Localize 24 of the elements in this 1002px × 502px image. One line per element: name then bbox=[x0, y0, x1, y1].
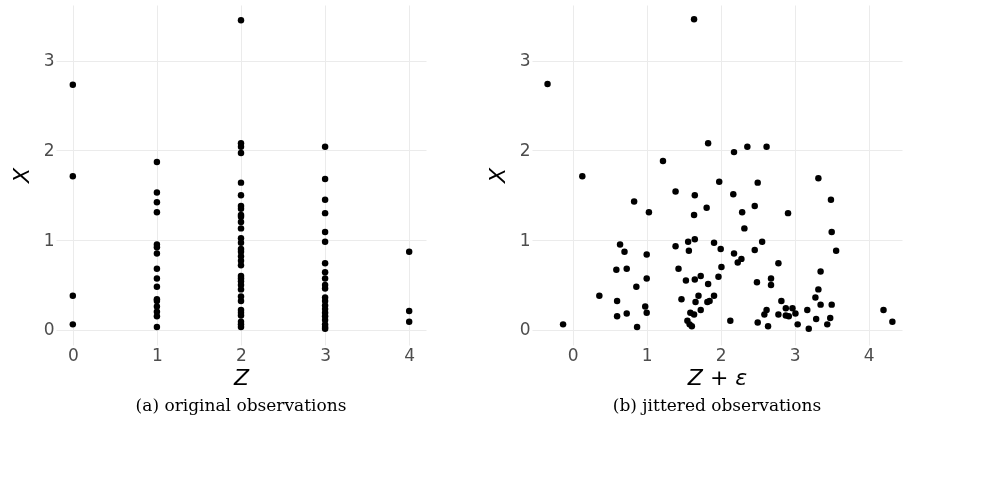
x-axis-title: Z + ε bbox=[686, 364, 748, 390]
y-axis-title: X bbox=[8, 167, 34, 185]
x-tick-label: 0 bbox=[67, 344, 79, 365]
x-tick-label: 4 bbox=[863, 344, 875, 365]
y-tick-label: 3 bbox=[519, 50, 531, 71]
x-tick-label: 0 bbox=[567, 344, 579, 365]
y-tick-label: 0 bbox=[43, 319, 55, 340]
x-tick-label: 1 bbox=[152, 344, 163, 365]
x-tick-label: 2 bbox=[715, 344, 727, 365]
y-tick-label: 2 bbox=[519, 139, 531, 160]
y-tick-label: 2 bbox=[43, 139, 55, 160]
y-tick-label: 0 bbox=[519, 319, 531, 340]
x-tick-label: 3 bbox=[789, 344, 801, 365]
x-tick-label: 3 bbox=[320, 344, 331, 365]
text: (b) jittered observations bbox=[612, 395, 822, 415]
y-tick-label: 1 bbox=[43, 229, 55, 250]
y-axis-title: X bbox=[484, 167, 510, 185]
x-axis-title: Z bbox=[232, 364, 250, 390]
y-tick-label: 1 bbox=[519, 229, 531, 250]
text: (a) original observations bbox=[135, 395, 347, 415]
x-tick-label: 4 bbox=[404, 344, 416, 365]
y-tick-label: 3 bbox=[43, 50, 55, 71]
x-tick-label: 2 bbox=[236, 344, 247, 365]
x-tick-label: 1 bbox=[641, 344, 653, 365]
